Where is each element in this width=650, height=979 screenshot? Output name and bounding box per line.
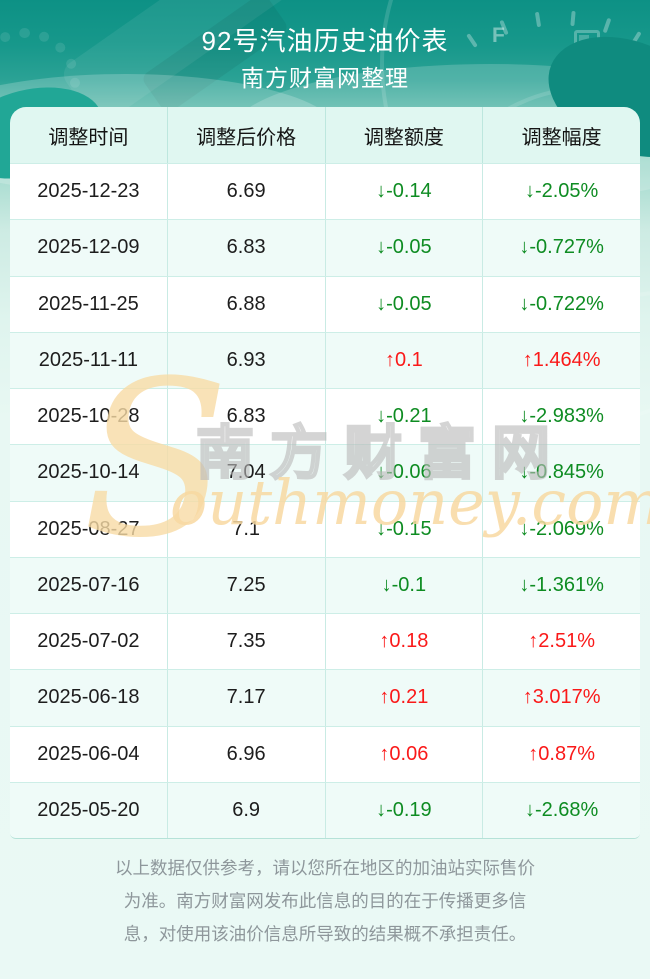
cell-adjust-date: 2025-11-25: [10, 276, 168, 332]
cell-change-percent: ↓-2.069%: [519, 517, 604, 540]
cell-change-percent: ↓-0.845%: [519, 461, 604, 484]
table-row: 2025-10-14 7.04 ↓-0.06 ↓-0.845%: [10, 444, 640, 501]
table-body: 2025-12-23 6.69 ↓-0.14 ↓-2.05% 2025-12-0…: [10, 163, 640, 838]
column-header-change: 调整额度: [326, 107, 484, 163]
cell-adjust-date: 2025-12-09: [10, 220, 168, 276]
cell-change-amount: ↑0.1: [326, 332, 484, 388]
table-header-row: 调整时间 调整后价格 调整额度 调整幅度: [10, 107, 640, 163]
cell-adjust-date: 2025-10-14: [10, 445, 168, 501]
page-title: 92号汽油历史油价表: [201, 26, 449, 56]
cell-price-after: 7.1: [168, 501, 326, 557]
table-row: 2025-06-04 6.96 ↑0.06 ↑0.87%: [10, 725, 640, 782]
disclaimer-line: 以上数据仅供参考，请以您所在地区的加油站实际售价: [115, 858, 535, 878]
cell-adjust-date: 2025-07-16: [10, 557, 168, 613]
table-row: 2025-10-28 6.83 ↓-0.21 ↓-2.983%: [10, 388, 640, 445]
table-row: 2025-12-09 6.83 ↓-0.05 ↓-0.727%: [10, 219, 640, 276]
cell-adjust-date: 2025-10-28: [10, 389, 168, 445]
cell-change-amount: ↓-0.15: [326, 501, 484, 557]
cell-change-amount: ↓-0.19: [326, 782, 484, 838]
cell-price-after: 7.04: [168, 445, 326, 501]
cell-change-percent: ↑1.464%: [522, 348, 601, 371]
cell-price-after: 6.93: [168, 332, 326, 388]
cell-change-amount: ↓-0.05: [326, 220, 484, 276]
disclaimer-line: 为准。南方财富网发布此信息的目的在于传播更多信: [123, 891, 527, 911]
cell-change-percent: ↑3.017%: [522, 686, 601, 709]
cell-price-after: 7.25: [168, 557, 326, 613]
table-row: 2025-12-23 6.69 ↓-0.14 ↓-2.05%: [10, 163, 640, 220]
cell-change-amount: ↑0.21: [326, 670, 484, 726]
cell-change-amount: ↓-0.14: [326, 164, 484, 220]
cell-price-after: 6.88: [168, 276, 326, 332]
column-header-date: 调整时间: [10, 107, 168, 163]
cell-price-after: 6.9: [168, 782, 326, 838]
cell-change-amount: ↓-0.06: [326, 445, 484, 501]
cell-change-percent: ↓-0.722%: [519, 292, 604, 315]
cell-change-amount: ↓-0.1: [326, 557, 484, 613]
cell-adjust-date: 2025-08-27: [10, 501, 168, 557]
cell-change-amount: ↑0.06: [326, 726, 484, 782]
gauge-full-label: F: [492, 24, 505, 47]
cell-change-percent: ↓-2.983%: [519, 405, 604, 428]
column-header-pct: 调整幅度: [521, 126, 602, 149]
table-row: 2025-07-16 7.25 ↓-0.1 ↓-1.361%: [10, 556, 640, 613]
table-row: 2025-11-25 6.88 ↓-0.05 ↓-0.722%: [10, 275, 640, 332]
table-row: 2025-07-02 7.35 ↑0.18 ↑2.51%: [10, 613, 640, 670]
table-row: 2025-08-27 7.1 ↓-0.15 ↓-2.069%: [10, 500, 640, 557]
cell-change-percent: ↓-2.05%: [524, 180, 599, 203]
cell-change-amount: ↓-0.21: [326, 389, 484, 445]
cell-price-after: 6.96: [168, 726, 326, 782]
cell-price-after: 6.83: [168, 389, 326, 445]
cell-change-amount: ↓-0.05: [326, 276, 484, 332]
price-table: 调整时间 调整后价格 调整额度 调整幅度 2025-12-23 6.69 ↓-0…: [10, 107, 640, 839]
disclaimer-line: 息，对使用该油价信息所导致的结果概不承担责任。: [123, 924, 527, 944]
cell-price-after: 7.17: [168, 670, 326, 726]
cell-price-after: 7.35: [168, 614, 326, 670]
cell-adjust-date: 2025-06-18: [10, 670, 168, 726]
table-row: 2025-06-18 7.17 ↑0.21 ↑3.017%: [10, 669, 640, 726]
cell-change-percent: ↓-2.68%: [524, 798, 599, 821]
cell-change-amount: ↑0.18: [326, 614, 484, 670]
column-header-price: 调整后价格: [168, 107, 326, 163]
cell-adjust-date: 2025-05-20: [10, 782, 168, 838]
cell-change-percent: ↑0.87%: [528, 742, 595, 765]
cell-price-after: 6.83: [168, 220, 326, 276]
table-row: 2025-11-11 6.93 ↑0.1 ↑1.464%: [10, 331, 640, 388]
cell-adjust-date: 2025-06-04: [10, 726, 168, 782]
cell-price-after: 6.69: [168, 164, 326, 220]
table-row: 2025-05-20 6.9 ↓-0.19 ↓-2.68%: [10, 781, 640, 838]
disclaimer: 以上数据仅供参考，请以您所在地区的加油站实际售价 为准。南方财富网发布此信息的目…: [35, 852, 615, 951]
cell-change-percent: ↓-1.361%: [519, 573, 604, 596]
cell-change-percent: ↓-0.727%: [519, 236, 604, 259]
cell-adjust-date: 2025-12-23: [10, 164, 168, 220]
cell-change-percent: ↑2.51%: [528, 630, 595, 653]
cell-adjust-date: 2025-07-02: [10, 614, 168, 670]
page-subtitle: 南方财富网整理: [241, 65, 409, 91]
cell-adjust-date: 2025-11-11: [10, 332, 168, 388]
